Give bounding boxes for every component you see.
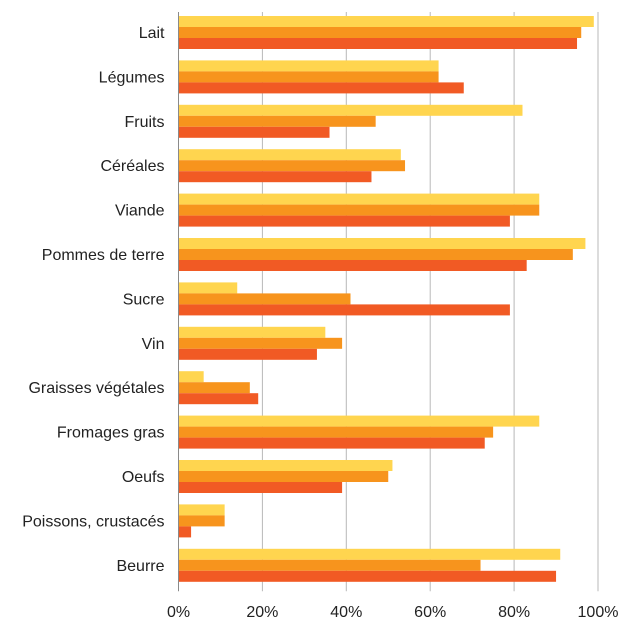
bar-3 xyxy=(178,482,343,493)
bar-1 xyxy=(178,326,326,338)
x-tick-label: 40% xyxy=(330,604,362,620)
bar-3 xyxy=(178,526,192,538)
bar-1 xyxy=(178,371,204,383)
bar-3 xyxy=(178,82,464,94)
bar-layer xyxy=(178,16,594,582)
bar-1 xyxy=(178,60,439,72)
category-label: Céréales xyxy=(100,158,164,175)
category-label: Fromages gras xyxy=(57,425,165,442)
category-label: Viande xyxy=(115,203,165,220)
x-tick-label: 80% xyxy=(498,604,530,620)
bar-3 xyxy=(178,393,259,405)
bar-2 xyxy=(178,559,481,571)
bar-1 xyxy=(178,415,540,427)
bar-2 xyxy=(178,204,540,216)
bar-1 xyxy=(178,104,523,116)
x-tick-label: 0% xyxy=(167,604,190,620)
bar-2 xyxy=(178,382,250,394)
bar-3 xyxy=(178,437,485,449)
bar-2 xyxy=(178,293,351,305)
label-layer: 0% 20% 40% 60% 80% 100% Lait Légumes Fruits Céréa… xyxy=(22,25,618,620)
bar-2 xyxy=(178,71,439,83)
bar-3 xyxy=(178,215,510,227)
category-label: Fruits xyxy=(125,114,165,131)
category-label: Pommes de terre xyxy=(42,247,165,264)
x-tick-label: 100% xyxy=(578,604,619,620)
bar-3 xyxy=(178,38,578,49)
bar-1 xyxy=(178,193,540,205)
bar-1 xyxy=(178,238,586,249)
bar-1 xyxy=(178,16,594,27)
bar-2 xyxy=(178,115,376,127)
bar-3 xyxy=(178,260,527,271)
bar-2 xyxy=(178,515,225,527)
bar-2 xyxy=(178,249,573,260)
category-label: Légumes xyxy=(99,69,165,86)
bar-1 xyxy=(178,548,561,560)
bar-3 xyxy=(178,348,317,360)
bar-3 xyxy=(178,126,330,138)
category-label: Graisses végétales xyxy=(28,380,164,397)
bar-2 xyxy=(178,160,406,172)
x-tick-label: 20% xyxy=(246,604,278,620)
bar-1 xyxy=(178,504,225,516)
bar-1 xyxy=(178,149,401,161)
bar-1 xyxy=(178,282,238,294)
category-label: Vin xyxy=(142,336,165,353)
bar-2 xyxy=(178,337,343,349)
x-tick-label: 60% xyxy=(414,604,446,620)
category-label: Sucre xyxy=(123,291,165,308)
bar-1 xyxy=(178,460,393,471)
bar-2 xyxy=(178,426,494,438)
bar-3 xyxy=(178,304,510,316)
category-label: Oeufs xyxy=(122,469,165,486)
bar-2 xyxy=(178,27,582,38)
bar-2 xyxy=(178,471,389,482)
category-label: Lait xyxy=(139,25,165,42)
bar-3 xyxy=(178,171,372,183)
bar-3 xyxy=(178,570,557,582)
category-label: Beurre xyxy=(116,558,164,575)
category-label: Poissons, crustacés xyxy=(22,513,164,530)
